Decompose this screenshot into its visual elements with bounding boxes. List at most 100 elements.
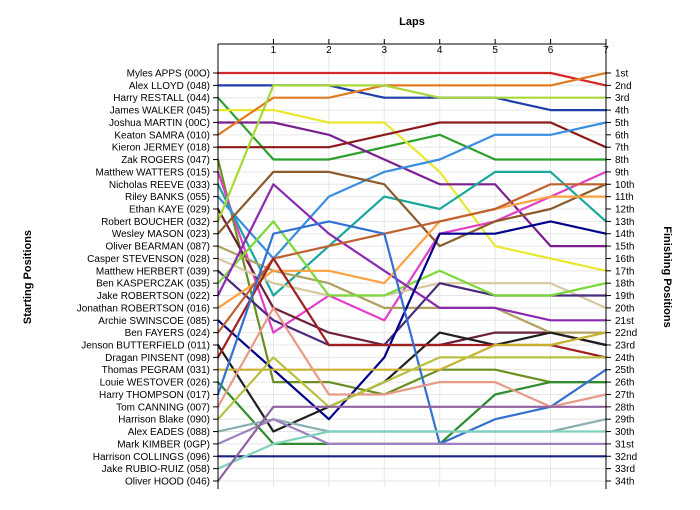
- series-line: [216, 381, 608, 445]
- starting-position-label: James WALKER (045): [110, 106, 210, 117]
- starting-position-label: Casper STEVENSON (028): [87, 254, 210, 265]
- starting-position-label: Riley BANKS (055): [125, 192, 210, 203]
- x-tick-label: 4: [437, 45, 443, 56]
- series-line: [216, 108, 608, 272]
- starting-position-label: Thomas PEGRAM (031): [102, 365, 210, 376]
- series-layer: [216, 71, 608, 483]
- series-line: [216, 158, 608, 396]
- starting-position-label: Jonathan ROBERTSON (016): [77, 303, 210, 314]
- x-axis-title: Laps: [399, 16, 425, 28]
- starting-position-label: Louie WESTOVER (026): [100, 378, 210, 389]
- series-line: [216, 430, 608, 470]
- x-tick-label: 6: [548, 45, 554, 56]
- finishing-position-label: 26th: [615, 378, 634, 389]
- starting-position-label: Jake RUBIO-RUIZ (058): [102, 464, 210, 475]
- starting-position-label: Joshua MARTIN (00C): [109, 118, 210, 129]
- x-tick-label: 1: [271, 45, 277, 56]
- series-line: [216, 121, 608, 248]
- series-line: [216, 121, 608, 260]
- starting-position-label: Ethan KAYE (029): [129, 205, 210, 216]
- finishing-position-label: 6th: [615, 130, 629, 141]
- starting-position-label: Jake ROBERTSON (022): [97, 291, 210, 302]
- series-line: [216, 71, 608, 87]
- finishing-position-label: 28th: [615, 402, 634, 413]
- starting-position-label: Robert BOUCHER (032): [101, 217, 210, 228]
- starting-position-label: Alex LLOYD (048): [129, 81, 210, 92]
- starting-position-label: Jenson BUTTERFIELD (011): [81, 341, 210, 352]
- series-line: [216, 405, 608, 483]
- starting-position-label: Myles APPS (00O): [127, 69, 210, 80]
- finishing-position-label: 4th: [615, 106, 629, 117]
- finishing-position-label: 10th: [615, 180, 634, 191]
- finishing-position-label: 27th: [615, 390, 634, 401]
- series-line: [216, 183, 608, 334]
- y-axis-title-right: Finishing Positions: [661, 226, 673, 327]
- series-line: [216, 331, 608, 433]
- series-line: [216, 306, 608, 408]
- series-line: [216, 220, 608, 421]
- finishing-position-label: 22nd: [615, 328, 637, 339]
- starting-position-label: Ben KASPERCZAK (035): [96, 279, 210, 290]
- starting-position-label: Keaton SAMRA (010): [114, 130, 210, 141]
- finishing-position-label: 17th: [615, 266, 634, 277]
- label-layer: 1 2 3 4 5 6 7 Laps Myles APPS (00O)Alex LLOYD (0…: [22, 16, 673, 488]
- series-line: [216, 96, 608, 161]
- finishing-position-label: 1st: [615, 69, 629, 80]
- finishing-position-label: 32nd: [615, 452, 637, 463]
- finishing-position-label: 12th: [615, 205, 634, 216]
- finishing-position-label: 16th: [615, 254, 634, 265]
- starting-position-label: Wesley MASON (023): [112, 229, 210, 240]
- series-line: [216, 121, 608, 149]
- starting-position-label: Matthew HERBERT (039): [96, 266, 210, 277]
- finishing-position-label: 8th: [615, 155, 629, 166]
- finishing-position-label: 14th: [615, 229, 634, 240]
- starting-position-label: Oliver HOOD (046): [125, 477, 210, 488]
- x-tick-label: 3: [382, 45, 388, 56]
- starting-position-label: Mark KIMBER (0GP): [117, 439, 210, 450]
- starting-position-label: Archie SWINSCOE (085): [98, 316, 210, 327]
- finishing-position-label: 21st: [615, 316, 634, 327]
- series-line: [216, 220, 608, 297]
- finishing-position-label: 13th: [615, 217, 634, 228]
- starting-position-label: Alex EADES (088): [128, 427, 210, 438]
- series-line: [216, 356, 608, 421]
- starting-position-label: Kieron JERMEY (018): [112, 143, 210, 154]
- finishing-position-label: 24th: [615, 353, 634, 364]
- finishing-position-label: 7th: [615, 143, 629, 154]
- axis-layer: [213, 39, 611, 489]
- finishing-position-label: 25th: [615, 365, 634, 376]
- finishing-position-label: 18th: [615, 279, 634, 290]
- series-line: [216, 170, 608, 334]
- finishing-position-label: 23rd: [615, 341, 635, 352]
- series-line: [216, 170, 608, 248]
- x-tick-label: 7: [603, 45, 609, 56]
- finishing-position-label: 9th: [615, 167, 629, 178]
- x-tick-label: 5: [492, 45, 498, 56]
- finishing-position-label: 33rd: [615, 464, 635, 475]
- starting-position-label: Harry RESTALL (044): [113, 93, 210, 104]
- y-axis-title-left: Starting Positions: [22, 230, 34, 324]
- starting-position-label: Dragan PINSENT (098): [105, 353, 210, 364]
- starting-position-label: Harry THOMPSON (017): [99, 390, 210, 401]
- finishing-position-label: 31st: [615, 439, 634, 450]
- finishing-position-label: 34th: [615, 477, 634, 488]
- series-line: [216, 84, 608, 223]
- starting-position-label: Oliver BEARMAN (087): [106, 242, 210, 253]
- finishing-position-label: 19th: [615, 291, 634, 302]
- starting-position-label: Tom CANNING (007): [116, 402, 210, 413]
- finishing-position-label: 20th: [615, 303, 634, 314]
- series-line: [216, 170, 608, 297]
- finishing-position-label: 30th: [615, 427, 634, 438]
- x-tick-label: 2: [326, 45, 332, 56]
- finishing-position-label: 2nd: [615, 81, 632, 92]
- series-line: [216, 183, 608, 322]
- finishing-position-label: 29th: [615, 415, 634, 426]
- series-line: [216, 195, 608, 309]
- starting-position-label: Zak ROGERS (047): [121, 155, 210, 166]
- starting-position-label: Ben FAYERS (024): [125, 328, 210, 339]
- finishing-position-label: 3rd: [615, 93, 629, 104]
- starting-position-label: Matthew WATTERS (015): [96, 167, 210, 178]
- series-line: [216, 220, 608, 445]
